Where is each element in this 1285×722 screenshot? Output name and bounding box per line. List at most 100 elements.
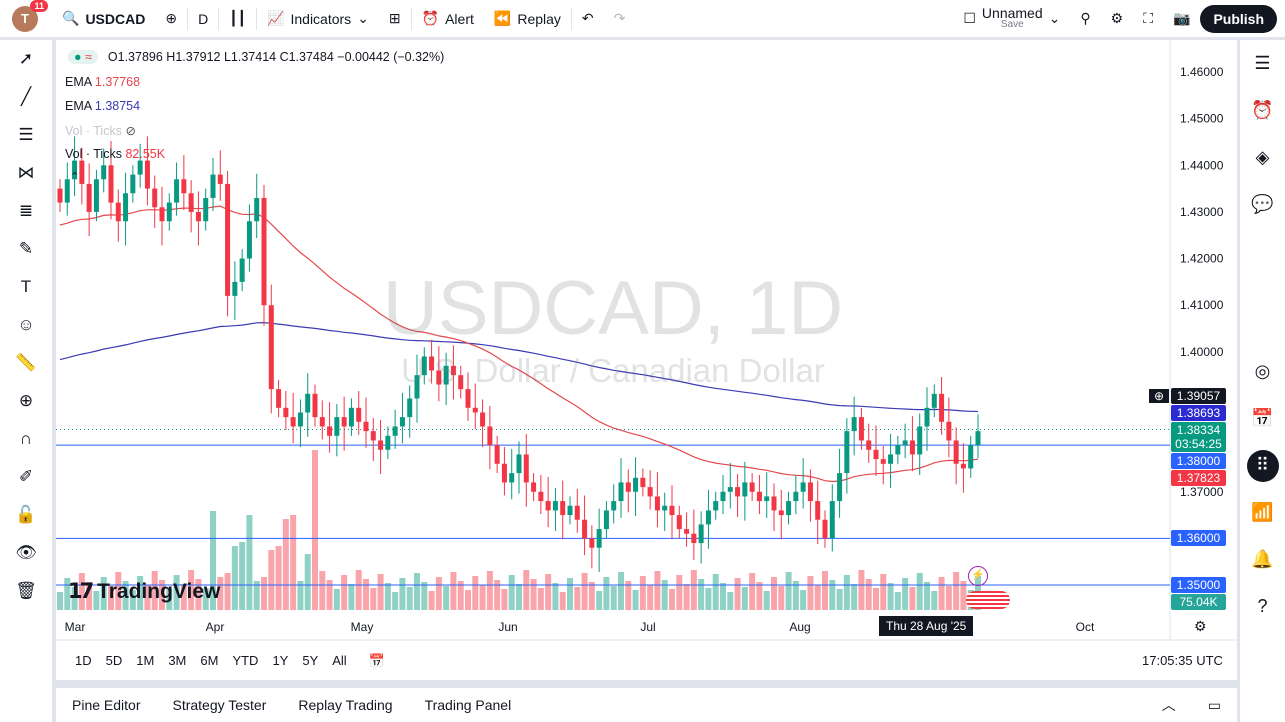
volume-bar [530, 579, 537, 610]
volume-bar [632, 590, 639, 610]
emoji-icon[interactable]: ☺ [17, 315, 35, 334]
templates-icon[interactable]: ⊞ [388, 10, 401, 26]
tab-pine-editor[interactable]: Pine Editor [72, 697, 141, 713]
apps-icon[interactable]: ⠿ [1240, 442, 1285, 489]
range-5d[interactable]: 5D [105, 653, 123, 668]
candle-body [414, 375, 420, 399]
zoom-in-icon[interactable]: ⊕ [18, 391, 34, 410]
layout-button[interactable]: ☐ Unnamed Save ⌄ [963, 4, 1061, 30]
brush-icon[interactable]: ✎ [18, 239, 34, 258]
vol-hidden-legend[interactable]: Vol · Ticks ⊘ [65, 124, 136, 138]
fullscreen-icon[interactable]: ⛶ [1143, 10, 1153, 26]
maximize-panel-icon[interactable]: ▭ [1207, 696, 1221, 713]
range-all[interactable]: All [332, 653, 347, 668]
candle-body [254, 197, 260, 222]
price-label: 1.38000 [1171, 452, 1226, 469]
undo-button[interactable]: ↶ [581, 10, 594, 26]
range-1m[interactable]: 1M [136, 653, 155, 668]
alarm-icon: ⏰ [421, 10, 440, 26]
volume-bar [173, 575, 180, 610]
compare-button[interactable]: ⊕ [165, 10, 178, 26]
candle-body [749, 482, 755, 492]
volume-bar [465, 590, 471, 610]
candle-body [72, 160, 78, 180]
ruler-icon[interactable]: 📏 [15, 353, 37, 372]
trash-icon[interactable]: 🗑 [15, 581, 37, 600]
calendar-icon[interactable]: 📅 [1251, 408, 1274, 428]
watchlist-icon[interactable]: ☰ [1254, 53, 1271, 73]
candle-body [297, 412, 303, 427]
interval-button[interactable]: D [198, 10, 209, 27]
stream-icon[interactable]: 📶 [1251, 502, 1274, 522]
lock-icon[interactable]: 🔓 [15, 505, 37, 524]
volume-bar [763, 591, 770, 610]
candle-type-icon[interactable]: ┃┃ [229, 10, 247, 26]
range-5y[interactable]: 5Y [302, 653, 319, 668]
range-6m[interactable]: 6M [200, 653, 219, 668]
tab-trading-panel[interactable]: Trading Panel [424, 697, 512, 713]
ema-fast-legend[interactable]: EMA 1.37768 [65, 75, 141, 89]
cursor-icon[interactable]: ➚ [18, 49, 34, 68]
goto-settings-icon[interactable]: ⚙ [1194, 618, 1207, 634]
pattern-icon[interactable]: ⋈ [17, 163, 35, 182]
candle-body [166, 202, 172, 222]
clock[interactable]: 17:05:35 UTC [1142, 653, 1223, 668]
magnet-icon[interactable]: ∩ [19, 429, 33, 448]
tab-replay-trading[interactable]: Replay Trading [298, 697, 393, 713]
symbol-search[interactable]: 🔍 USDCAD [62, 10, 146, 27]
candle-body [611, 501, 617, 511]
text-icon[interactable]: T [20, 277, 32, 296]
target-icon[interactable]: ◎ [1254, 361, 1271, 381]
price-chart[interactable]: 1.46000 1.45000 1.44000 1.43000 1.42000 1.410… [56, 40, 1237, 680]
volume-bar [734, 578, 741, 610]
date-range-icon[interactable]: 📅 [368, 653, 385, 668]
volume-bar [596, 591, 603, 610]
help-icon[interactable]: ? [1257, 596, 1268, 616]
alerts-icon[interactable]: ⏰ [1251, 100, 1274, 120]
volume-bar [457, 581, 464, 610]
range-1d[interactable]: 1D [75, 653, 92, 668]
add-alert-icon[interactable]: ⊕ [1149, 388, 1169, 403]
replay-button[interactable]: ⏪ Replay [493, 10, 561, 27]
volume-bar [567, 578, 573, 610]
horizontal-lines-icon[interactable]: ☰ [18, 125, 34, 144]
volume-bar [122, 581, 129, 610]
chat-icon[interactable]: 💬 [1251, 194, 1274, 214]
ohlc-legend: ● ≈ O1.37896 H1.37912 L1.37414 C1.37484 … [68, 50, 444, 64]
settings-icon[interactable]: ⚙ [1110, 10, 1124, 26]
eye-off-icon[interactable]: ⊘ [125, 124, 136, 138]
fib-icon[interactable]: ≣ [18, 201, 34, 220]
candle-body [866, 440, 872, 450]
redo-button[interactable]: ↷ [613, 10, 626, 26]
range-3m[interactable]: 3M [168, 653, 187, 668]
volume-bar [202, 588, 209, 610]
alert-button[interactable]: ⏰ Alert [421, 10, 474, 27]
candle-body [560, 501, 566, 516]
avatar[interactable]: T 11 [12, 0, 48, 32]
notifications-icon[interactable]: 🔔 [1251, 549, 1274, 569]
collapse-legend-icon[interactable]: ⌃ [70, 171, 80, 183]
chart-area[interactable]: 1.46000 1.45000 1.44000 1.43000 1.42000 1.410… [56, 40, 1237, 680]
event-icon[interactable]: ⚡ [968, 566, 988, 586]
layers-icon[interactable]: ◈ [1255, 147, 1270, 167]
ema-slow-legend[interactable]: EMA 1.38754 [65, 99, 141, 113]
range-1y[interactable]: 1Y [272, 653, 289, 668]
lock-drawing-icon[interactable]: ✐ [18, 467, 34, 486]
collapse-panel-icon[interactable]: ︿ [1161, 697, 1176, 713]
us-flag-events-icon[interactable] [966, 591, 1010, 609]
publish-button[interactable]: Publish [1200, 4, 1277, 33]
volume-bar [945, 586, 952, 610]
price-tick: 1.43000 [1180, 205, 1224, 219]
eye-icon[interactable]: 👁 [15, 543, 37, 562]
tab-strategy-tester[interactable]: Strategy Tester [172, 697, 267, 713]
volume-bar [392, 592, 399, 610]
indicators-button[interactable]: 📈 Indicators ⌄ [267, 10, 369, 27]
camera-icon[interactable]: 📷 [1173, 10, 1191, 26]
market-status-icon[interactable]: ● ≈ [68, 50, 98, 64]
range-ytd[interactable]: YTD [232, 653, 259, 668]
quick-search-icon[interactable]: ⚲ [1080, 10, 1091, 26]
trend-line-icon[interactable]: ╱ [20, 87, 32, 106]
volume-bar [785, 572, 792, 610]
volume-bar [639, 576, 646, 610]
volume-legend[interactable]: Vol · Ticks 82.55K [65, 147, 166, 161]
